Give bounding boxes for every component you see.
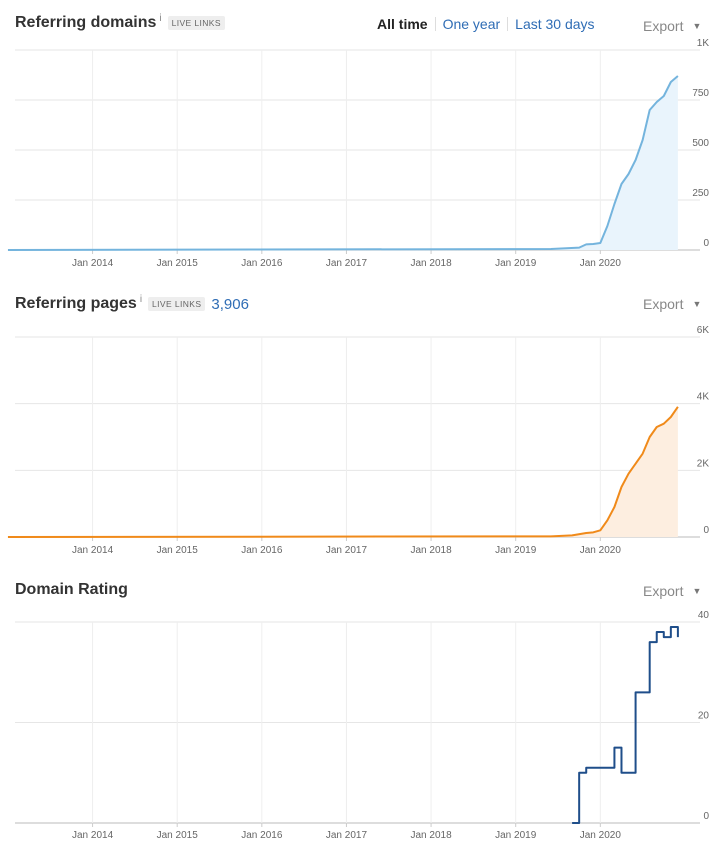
y-tick-label: 500	[692, 138, 709, 149]
referring-domains-title: Referring domains	[15, 14, 157, 31]
y-tick-label: 20	[698, 711, 710, 722]
x-tick-label: Jan 2014	[72, 830, 114, 841]
series-line	[7, 406, 679, 538]
export-label: Export	[643, 583, 684, 599]
y-tick-label: 2K	[697, 458, 710, 469]
referring-pages-count: 3,906	[211, 295, 249, 313]
y-tick-label: 0	[703, 238, 709, 249]
x-tick-label: Jan 2020	[580, 830, 622, 841]
y-tick-label: 4K	[697, 392, 710, 403]
x-tick-label: Jan 2017	[326, 545, 368, 556]
referring-domains-header: Referring domains i LIVE LINKS	[15, 11, 225, 35]
x-tick-label: Jan 2014	[72, 258, 114, 269]
y-tick-label: 1K	[697, 38, 710, 49]
domain-rating-title: Domain Rating	[15, 581, 128, 598]
caret-down-icon: ▼	[692, 299, 702, 309]
one-year-tab[interactable]: One year	[442, 16, 501, 32]
x-tick-label: Jan 2019	[495, 545, 537, 556]
last-30-days-tab[interactable]: Last 30 days	[515, 16, 595, 32]
caret-down-icon: ▼	[692, 21, 702, 31]
series-area	[7, 76, 678, 250]
x-tick-label: Jan 2016	[241, 830, 283, 841]
series-area	[7, 406, 678, 537]
export-button[interactable]: Export ▼	[643, 583, 701, 599]
x-tick-label: Jan 2019	[495, 258, 537, 269]
referring-pages-title: Referring pages	[15, 295, 137, 312]
referring-pages-chart: 0 2K 4K 6K Jan 2014 Jan 2015 Jan 2016 Jan 2017 J…	[7, 325, 710, 556]
x-tick-label: Jan 2017	[326, 830, 368, 841]
y-tick-label: 750	[692, 88, 709, 99]
domain-rating-header: Domain Rating	[15, 578, 128, 602]
x-tick-label: Jan 2017	[326, 258, 368, 269]
caret-down-icon: ▼	[692, 586, 702, 596]
domain-rating-chart: 0 20 40 Jan 2014 Jan 2015 Jan 2016 Jan 2017 Jan…	[15, 610, 710, 841]
export-label: Export	[643, 296, 684, 312]
x-tick-label: Jan 2020	[580, 258, 622, 269]
y-tick-label: 6K	[697, 325, 710, 336]
x-tick-label: Jan 2015	[157, 258, 199, 269]
y-tick-label: 0	[703, 811, 709, 822]
x-tick-label: Jan 2015	[157, 545, 199, 556]
y-tick-label: 40	[698, 610, 710, 621]
all-time-tab[interactable]: All time	[377, 16, 428, 32]
export-label: Export	[643, 18, 684, 34]
range-divider	[434, 17, 436, 31]
x-tick-label: Jan 2016	[241, 545, 283, 556]
x-tick-label: Jan 2018	[410, 545, 452, 556]
info-icon[interactable]: i	[139, 293, 143, 305]
date-range-selector: All time One year Last 30 days	[370, 16, 602, 32]
series-line	[7, 75, 679, 251]
x-tick-label: Jan 2018	[410, 258, 452, 269]
export-button[interactable]: Export ▼	[643, 18, 701, 34]
series-line	[572, 626, 679, 824]
x-tick-label: Jan 2020	[580, 545, 622, 556]
x-tick-label: Jan 2018	[410, 830, 452, 841]
x-tick-label: Jan 2014	[72, 545, 114, 556]
referring-pages-header: Referring pages i LIVE LINKS 3,906	[15, 292, 249, 316]
range-divider	[507, 17, 509, 31]
live-links-badge: LIVE LINKS	[148, 297, 206, 311]
y-tick-label: 250	[692, 188, 709, 199]
export-button[interactable]: Export ▼	[643, 296, 701, 312]
info-icon[interactable]: i	[159, 12, 162, 24]
live-links-badge: LIVE LINKS	[167, 16, 225, 30]
referring-domains-chart: 0 250 500 750 1K Jan 2014 Jan 2015 Jan 2016 Jan …	[7, 38, 710, 269]
x-tick-label: Jan 2016	[241, 258, 283, 269]
x-tick-label: Jan 2015	[157, 830, 199, 841]
x-tick-label: Jan 2019	[495, 830, 537, 841]
y-tick-label: 0	[703, 525, 709, 536]
